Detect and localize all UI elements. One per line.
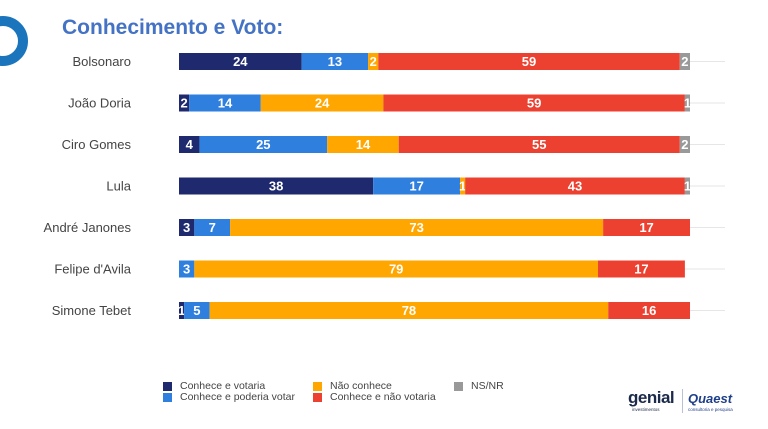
legend-swatch	[313, 381, 322, 391]
legend-item-conhece-e-poderia-votar: Conhece e poderia votar	[163, 391, 295, 403]
data-label-andre-janones-nao-conhece: 73	[409, 220, 423, 235]
bar-simone-tebet-nao-conhece	[209, 302, 609, 319]
data-label-ciro-gomes-conhece-e-votaria: 4	[186, 137, 194, 152]
data-label-simone-tebet-conhece-e-votaria: 1	[178, 303, 185, 318]
bar-bolsonaro-ns-nr	[679, 53, 690, 70]
data-label-lula-ns-nr: 1	[684, 179, 691, 194]
bar-felipe-d-avila-conhece-e-poderia-votar	[179, 260, 195, 278]
bar-andre-janones-nao-conhece	[230, 219, 604, 236]
legend-item-nao-conhece: Não conhece	[313, 380, 392, 392]
bar-joao-doria-nao-conhece	[260, 94, 384, 112]
data-label-joao-doria-conhece-e-nao-votaria: 59	[527, 96, 541, 111]
bar-joao-doria-conhece-e-poderia-votar	[189, 94, 261, 112]
data-label-ciro-gomes-nao-conhece: 14	[356, 137, 371, 152]
quaest-logo: Quaest	[688, 391, 733, 406]
legend-label: Conhece e votaria	[180, 380, 266, 392]
bar-ciro-gomes-ns-nr	[679, 136, 690, 153]
category-label-andre-janones: André Janones	[44, 220, 132, 235]
data-label-bolsonaro-conhece-e-poderia-votar: 13	[328, 54, 342, 69]
bar-lula-conhece-e-votaria	[179, 177, 374, 195]
bar-ciro-gomes-conhece-e-poderia-votar	[199, 136, 328, 153]
data-label-lula-conhece-e-votaria: 38	[269, 179, 283, 194]
data-label-lula-nao-conhece: 1	[459, 179, 466, 194]
data-label-joao-doria-ns-nr: 1	[684, 96, 691, 111]
bar-andre-janones-conhece-e-poderia-votar	[194, 219, 231, 236]
data-label-ciro-gomes-conhece-e-nao-votaria: 55	[532, 137, 546, 152]
bar-ciro-gomes-conhece-e-votaria	[179, 136, 200, 153]
legend-label: NS/NR	[471, 380, 504, 392]
bar-lula-conhece-e-poderia-votar	[373, 177, 461, 195]
legend-item-conhece-e-votaria: Conhece e votaria	[163, 380, 265, 392]
quaest-logo-subtitle: consultoria e pesquisa	[688, 407, 733, 412]
bar-bolsonaro-conhece-e-nao-votaria	[378, 53, 680, 70]
brand-separator	[682, 389, 683, 413]
bar-bolsonaro-conhece-e-votaria	[179, 53, 302, 70]
bar-bolsonaro-nao-conhece	[368, 53, 379, 70]
legend-swatch	[454, 381, 463, 391]
logo-ring-icon	[0, 16, 28, 66]
legend-swatch	[163, 381, 172, 391]
legend-label: Não conhece	[330, 380, 392, 392]
category-label-lula: Lula	[106, 179, 131, 194]
data-label-joao-doria-nao-conhece: 24	[315, 96, 330, 111]
category-label-joao-doria: João Doria	[68, 96, 132, 111]
bar-bolsonaro-conhece-e-poderia-votar	[301, 53, 369, 70]
legend-swatch	[163, 392, 172, 402]
data-label-ciro-gomes-conhece-e-poderia-votar: 25	[256, 137, 270, 152]
data-label-joao-doria-conhece-e-poderia-votar: 14	[218, 96, 233, 111]
bar-felipe-d-avila-nao-conhece	[194, 260, 599, 278]
legend-item-conhece-e-nao-votaria: Conhece e não votaria	[313, 391, 436, 403]
data-label-simone-tebet-conhece-e-poderia-votar: 5	[193, 303, 200, 318]
category-label-simone-tebet: Simone Tebet	[52, 303, 132, 318]
bar-andre-janones-conhece-e-nao-votaria	[603, 219, 690, 236]
legend-item-ns-nr: NS/NR	[454, 380, 504, 392]
bar-lula-nao-conhece	[460, 177, 466, 195]
bar-simone-tebet-conhece-e-nao-votaria	[608, 302, 690, 319]
genial-logo: genial	[628, 388, 675, 407]
bar-lula-ns-nr	[684, 177, 690, 195]
bar-ciro-gomes-nao-conhece	[327, 136, 399, 153]
data-label-andre-janones-conhece-e-votaria: 3	[183, 220, 190, 235]
bar-joao-doria-ns-nr	[684, 94, 690, 112]
bar-joao-doria-conhece-e-nao-votaria	[383, 94, 685, 112]
data-label-bolsonaro-conhece-e-nao-votaria: 59	[522, 54, 536, 69]
bar-ciro-gomes-conhece-e-nao-votaria	[398, 136, 680, 153]
data-label-simone-tebet-conhece-e-nao-votaria: 16	[642, 303, 656, 318]
data-label-felipe-d-avila-nao-conhece: 79	[389, 262, 403, 277]
data-label-bolsonaro-nao-conhece: 2	[370, 54, 377, 69]
bar-simone-tebet-conhece-e-votaria	[179, 302, 185, 319]
data-label-felipe-d-avila-conhece-e-nao-votaria: 17	[634, 262, 648, 277]
category-label-ciro-gomes: Ciro Gomes	[62, 137, 132, 152]
data-label-bolsonaro-conhece-e-votaria: 24	[233, 54, 248, 69]
data-label-simone-tebet-nao-conhece: 78	[402, 303, 416, 318]
genial-logo-subtitle: investimentos	[632, 407, 660, 412]
data-label-lula-conhece-e-poderia-votar: 17	[409, 179, 423, 194]
page-title: Conhecimento e Voto:	[62, 16, 284, 39]
legend-label: Conhece e não votaria	[330, 391, 436, 403]
bar-joao-doria-conhece-e-votaria	[179, 94, 190, 112]
data-label-lula-conhece-e-nao-votaria: 43	[568, 179, 582, 194]
data-label-felipe-d-avila-conhece-e-poderia-votar: 3	[183, 262, 190, 277]
data-label-andre-janones-conhece-e-nao-votaria: 17	[639, 220, 653, 235]
category-label-felipe-d-avila: Felipe d'Avila	[54, 262, 131, 277]
legend-swatch	[313, 392, 322, 402]
legend-label: Conhece e poderia votar	[180, 391, 295, 403]
bar-felipe-d-avila-conhece-e-nao-votaria	[598, 260, 685, 278]
bar-lula-conhece-e-nao-votaria	[465, 177, 685, 195]
data-label-ciro-gomes-ns-nr: 2	[681, 137, 688, 152]
bar-andre-janones-conhece-e-votaria	[179, 219, 195, 236]
data-label-andre-janones-conhece-e-poderia-votar: 7	[209, 220, 216, 235]
data-label-bolsonaro-ns-nr: 2	[681, 54, 688, 69]
category-label-bolsonaro: Bolsonaro	[72, 54, 131, 69]
bar-simone-tebet-conhece-e-poderia-votar	[184, 302, 210, 319]
data-label-joao-doria-conhece-e-votaria: 2	[180, 96, 187, 111]
